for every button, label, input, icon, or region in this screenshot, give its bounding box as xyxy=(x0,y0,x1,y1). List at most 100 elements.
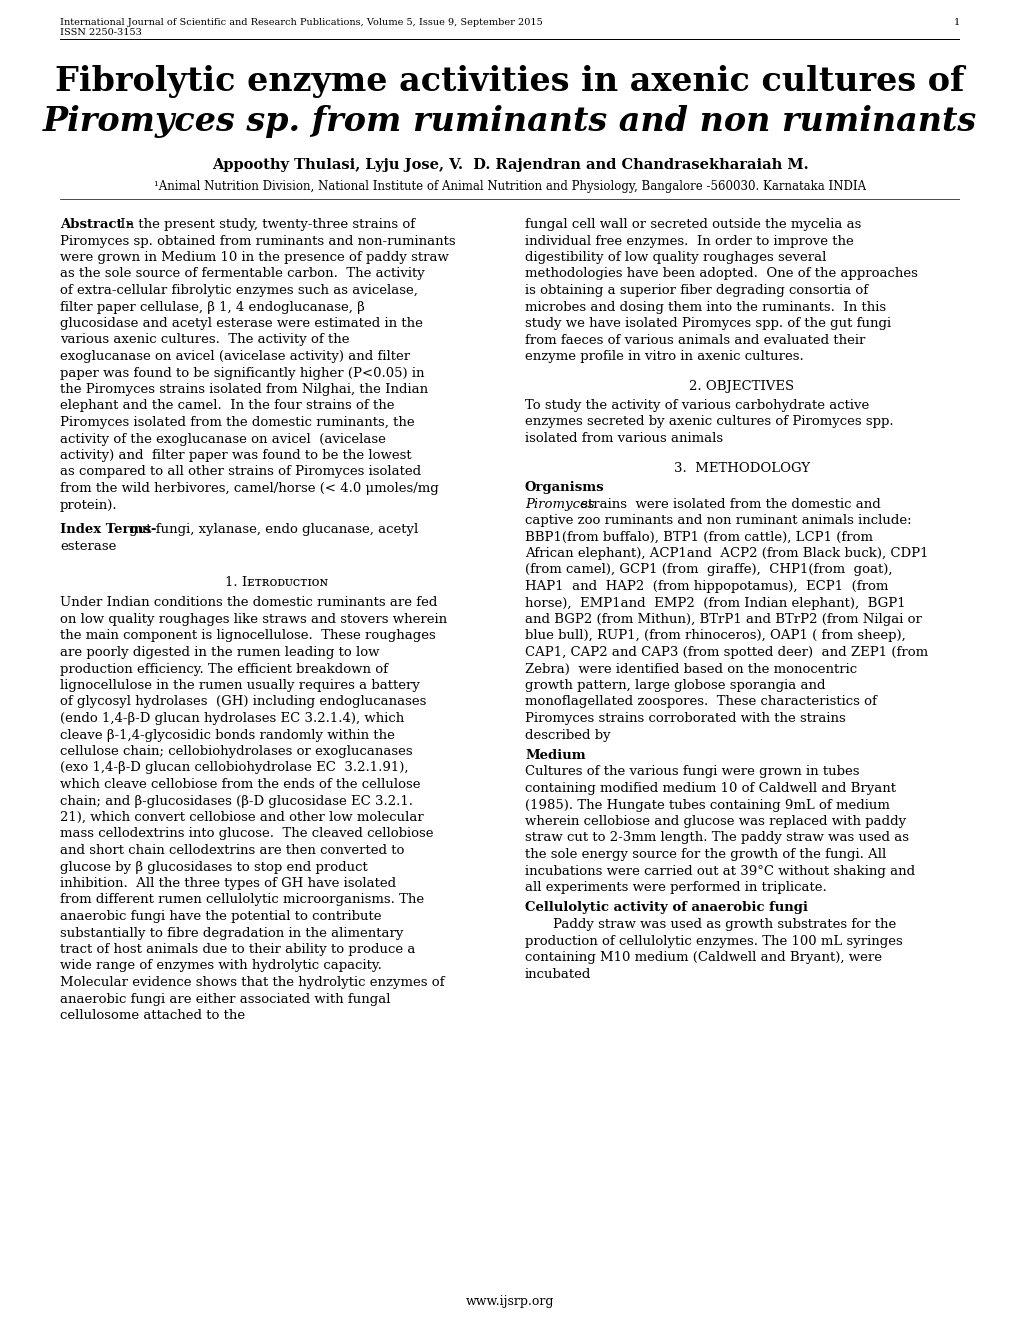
Text: were grown in Medium 10 in the presence of paddy straw: were grown in Medium 10 in the presence … xyxy=(60,251,448,264)
Text: Medium: Medium xyxy=(525,748,585,762)
Text: exoglucanase on avicel (avicelase activity) and filter: exoglucanase on avicel (avicelase activi… xyxy=(60,350,410,363)
Text: tract of host animals due to their ability to produce a: tract of host animals due to their abili… xyxy=(60,942,415,956)
Text: Paddy straw was used as growth substrates for the: Paddy straw was used as growth substrate… xyxy=(552,917,896,931)
Text: 1: 1 xyxy=(953,18,959,26)
Text: BBP1(from buffalo), BTP1 (from cattle), LCP1 (from: BBP1(from buffalo), BTP1 (from cattle), … xyxy=(525,531,872,544)
Text: blue bull), RUP1, (from rhinoceros), OAP1 ( from sheep),: blue bull), RUP1, (from rhinoceros), OAP… xyxy=(525,630,905,643)
Text: chain; and β-glucosidases (β-D glucosidase EC 3.2.1.: chain; and β-glucosidases (β-D glucosida… xyxy=(60,795,413,808)
Text: the sole energy source for the growth of the fungi. All: the sole energy source for the growth of… xyxy=(525,847,886,861)
Text: esterase: esterase xyxy=(60,540,116,553)
Text: enzymes secreted by axenic cultures of Piromyces spp.: enzymes secreted by axenic cultures of P… xyxy=(525,416,893,429)
Text: elephant and the camel.  In the four strains of the: elephant and the camel. In the four stra… xyxy=(60,400,394,412)
Text: as the sole source of fermentable carbon.  The activity: as the sole source of fermentable carbon… xyxy=(60,268,424,281)
Text: microbes and dosing them into the ruminants.  In this: microbes and dosing them into the rumina… xyxy=(525,301,886,314)
Text: Fibrolytic enzyme activities in axenic cultures of: Fibrolytic enzyme activities in axenic c… xyxy=(55,65,964,98)
Text: 21), which convert cellobiose and other low molecular: 21), which convert cellobiose and other … xyxy=(60,810,423,824)
Text: which cleave cellobiose from the ends of the cellulose: which cleave cellobiose from the ends of… xyxy=(60,777,420,791)
Text: mass cellodextrins into glucose.  The cleaved cellobiose: mass cellodextrins into glucose. The cle… xyxy=(60,828,433,841)
Text: activity) and  filter paper was found to be the lowest: activity) and filter paper was found to … xyxy=(60,449,412,462)
Text: from the wild herbivores, camel/horse (< 4.0 μmoles/mg: from the wild herbivores, camel/horse (<… xyxy=(60,482,438,495)
Text: incubated: incubated xyxy=(525,968,591,981)
Text: individual free enzymes.  In order to improve the: individual free enzymes. In order to imp… xyxy=(525,235,853,248)
Text: of extra-cellular fibrolytic enzymes such as avicelase,: of extra-cellular fibrolytic enzymes suc… xyxy=(60,284,418,297)
Text: monoflagellated zoospores.  These characteristics of: monoflagellated zoospores. These charact… xyxy=(525,696,876,709)
Text: International Journal of Scientific and Research Publications, Volume 5, Issue 9: International Journal of Scientific and … xyxy=(60,18,542,26)
Text: cellulosome attached to the: cellulosome attached to the xyxy=(60,1008,245,1022)
Text: In the present study, twenty-three strains of: In the present study, twenty-three strai… xyxy=(116,218,415,231)
Text: digestibility of low quality roughages several: digestibility of low quality roughages s… xyxy=(525,251,825,264)
Text: horse),  EMP1and  EMP2  (from Indian elephant),  BGP1: horse), EMP1and EMP2 (from Indian elepha… xyxy=(525,597,905,610)
Text: paper was found to be significantly higher (P<0.05) in: paper was found to be significantly high… xyxy=(60,367,424,380)
Text: Cellulolytic activity of anaerobic fungi: Cellulolytic activity of anaerobic fungi xyxy=(525,902,807,915)
Text: are poorly digested in the rumen leading to low: are poorly digested in the rumen leading… xyxy=(60,645,379,659)
Text: production efficiency. The efficient breakdown of: production efficiency. The efficient bre… xyxy=(60,663,387,676)
Text: (1985). The Hungate tubes containing 9mL of medium: (1985). The Hungate tubes containing 9mL… xyxy=(525,799,889,812)
Text: Piromyces sp. from ruminants and non ruminants: Piromyces sp. from ruminants and non rum… xyxy=(43,106,976,139)
Text: and short chain cellodextrins are then converted to: and short chain cellodextrins are then c… xyxy=(60,843,404,857)
Text: described by: described by xyxy=(525,729,610,742)
Text: on low quality roughages like straws and stovers wherein: on low quality roughages like straws and… xyxy=(60,612,446,626)
Text: Piromyces sp. obtained from ruminants and non-ruminants: Piromyces sp. obtained from ruminants an… xyxy=(60,235,455,248)
Text: ¹Animal Nutrition Division, National Institute of Animal Nutrition and Physiolog: ¹Animal Nutrition Division, National Ins… xyxy=(154,180,865,193)
Text: anaerobic fungi are either associated with fungal: anaerobic fungi are either associated wi… xyxy=(60,993,390,1006)
Text: ISSN 2250-3153: ISSN 2250-3153 xyxy=(60,28,142,37)
Text: production of cellulolytic enzymes. The 100 mL syringes: production of cellulolytic enzymes. The … xyxy=(525,935,902,948)
Text: and BGP2 (from Mithun), BTrP1 and BTrP2 (from Nilgai or: and BGP2 (from Mithun), BTrP1 and BTrP2 … xyxy=(525,612,921,626)
Text: Appoothy Thulasi, Lyju Jose, V.  D. Rajendran and Chandrasekharaiah M.: Appoothy Thulasi, Lyju Jose, V. D. Rajen… xyxy=(212,158,807,172)
Text: cellulose chain; cellobiohydrolases or exoglucanases: cellulose chain; cellobiohydrolases or e… xyxy=(60,744,413,758)
Text: anaerobic fungi have the potential to contribute: anaerobic fungi have the potential to co… xyxy=(60,909,381,923)
Text: Molecular evidence shows that the hydrolytic enzymes of: Molecular evidence shows that the hydrol… xyxy=(60,975,444,989)
Text: growth pattern, large globose sporangia and: growth pattern, large globose sporangia … xyxy=(525,678,824,692)
Text: CAP1, CAP2 and CAP3 (from spotted deer)  and ZEP1 (from: CAP1, CAP2 and CAP3 (from spotted deer) … xyxy=(525,645,927,659)
Text: fungal cell wall or secreted outside the mycelia as: fungal cell wall or secreted outside the… xyxy=(525,218,860,231)
Text: straw cut to 2-3mm length. The paddy straw was used as: straw cut to 2-3mm length. The paddy str… xyxy=(525,832,908,845)
Text: www.ijsrp.org: www.ijsrp.org xyxy=(466,1295,553,1308)
Text: Piromyces strains corroborated with the strains: Piromyces strains corroborated with the … xyxy=(525,711,845,725)
Text: glucose by β glucosidases to stop end product: glucose by β glucosidases to stop end pr… xyxy=(60,861,368,874)
Text: as compared to all other strains of Piromyces isolated: as compared to all other strains of Piro… xyxy=(60,466,421,479)
Text: (from camel), GCP1 (from  giraffe),  CHP1(from  goat),: (from camel), GCP1 (from giraffe), CHP1(… xyxy=(525,564,896,577)
Text: Organisms: Organisms xyxy=(525,480,604,494)
Text: lignocellulose in the rumen usually requires a battery: lignocellulose in the rumen usually requ… xyxy=(60,678,424,692)
Text: activity of the exoglucanase on avicel  (avicelase: activity of the exoglucanase on avicel (… xyxy=(60,433,385,446)
Text: containing modified medium 10 of Caldwell and Bryant: containing modified medium 10 of Caldwel… xyxy=(525,781,895,795)
Text: Abstract -: Abstract - xyxy=(60,218,132,231)
Text: the main component is lignocellulose.  These roughages: the main component is lignocellulose. Th… xyxy=(60,630,435,643)
Text: is obtaining a superior fiber degrading consortia of: is obtaining a superior fiber degrading … xyxy=(525,284,867,297)
Text: Cultures of the various fungi were grown in tubes: Cultures of the various fungi were grown… xyxy=(525,766,859,779)
Text: from different rumen cellulolytic microorganisms. The: from different rumen cellulolytic microo… xyxy=(60,894,424,907)
Text: African elephant), ACP1and  ACP2 (from Black buck), CDP1: African elephant), ACP1and ACP2 (from Bl… xyxy=(525,546,927,560)
Text: all experiments were performed in triplicate.: all experiments were performed in tripli… xyxy=(525,880,826,894)
Text: enzyme profile in vitro in axenic cultures.: enzyme profile in vitro in axenic cultur… xyxy=(525,350,803,363)
Text: incubations were carried out at 39°C without shaking and: incubations were carried out at 39°C wit… xyxy=(525,865,914,878)
Text: wide range of enzymes with hydrolytic capacity.: wide range of enzymes with hydrolytic ca… xyxy=(60,960,381,973)
Text: 3.  METHODOLOGY: 3. METHODOLOGY xyxy=(674,462,809,475)
Text: Under Indian conditions the domestic ruminants are fed: Under Indian conditions the domestic rum… xyxy=(60,597,437,610)
Text: To study the activity of various carbohydrate active: To study the activity of various carbohy… xyxy=(525,399,868,412)
Text: substantially to fibre degradation in the alimentary: substantially to fibre degradation in th… xyxy=(60,927,403,940)
Text: protein).: protein). xyxy=(60,499,117,511)
Text: inhibition.  All the three types of GH have isolated: inhibition. All the three types of GH ha… xyxy=(60,876,395,890)
Text: containing M10 medium (Caldwell and Bryant), were: containing M10 medium (Caldwell and Brya… xyxy=(525,950,881,964)
Text: Index Terms-: Index Terms- xyxy=(60,523,156,536)
Text: Zebra)  were identified based on the monocentric: Zebra) were identified based on the mono… xyxy=(525,663,865,676)
Text: the Piromyces strains isolated from Nilghai, the Indian: the Piromyces strains isolated from Nilg… xyxy=(60,383,428,396)
Text: cleave β-1,4-glycosidic bonds randomly within the: cleave β-1,4-glycosidic bonds randomly w… xyxy=(60,729,394,742)
Text: methodologies have been adopted.  One of the approaches: methodologies have been adopted. One of … xyxy=(525,268,917,281)
Text: (endo 1,4-β-D glucan hydrolases EC 3.2.1.4), which: (endo 1,4-β-D glucan hydrolases EC 3.2.1… xyxy=(60,711,404,725)
Text: captive zoo ruminants and non ruminant animals include:: captive zoo ruminants and non ruminant a… xyxy=(525,513,911,527)
Text: gut fungi, xylanase, endo glucanase, acetyl: gut fungi, xylanase, endo glucanase, ace… xyxy=(125,523,418,536)
Text: glucosidase and acetyl esterase were estimated in the: glucosidase and acetyl esterase were est… xyxy=(60,317,423,330)
Text: of glycosyl hydrolases  (GH) including endoglucanases: of glycosyl hydrolases (GH) including en… xyxy=(60,696,426,709)
Text: (exo 1,4-β-D glucan cellobiohydrolase EC  3.2.1.91),: (exo 1,4-β-D glucan cellobiohydrolase EC… xyxy=(60,762,408,775)
Text: isolated from various animals: isolated from various animals xyxy=(525,432,722,445)
Text: study we have isolated Piromyces spp. of the gut fungi: study we have isolated Piromyces spp. of… xyxy=(525,317,891,330)
Text: 1. Iᴇᴛʀᴏᴅᴜᴄᴛɪᴏɴ: 1. Iᴇᴛʀᴏᴅᴜᴄᴛɪᴏɴ xyxy=(225,576,328,589)
Text: 2. OBJECTIVES: 2. OBJECTIVES xyxy=(689,380,794,393)
Text: various axenic cultures.  The activity of the: various axenic cultures. The activity of… xyxy=(60,334,350,346)
Text: filter paper cellulase, β 1, 4 endoglucanase, β: filter paper cellulase, β 1, 4 endogluca… xyxy=(60,301,365,314)
Text: strains  were isolated from the domestic and: strains were isolated from the domestic … xyxy=(577,498,879,511)
Text: wherein cellobiose and glucose was replaced with paddy: wherein cellobiose and glucose was repla… xyxy=(525,814,905,828)
Text: HAP1  and  HAP2  (from hippopotamus),  ECP1  (from: HAP1 and HAP2 (from hippopotamus), ECP1 … xyxy=(525,579,892,593)
Text: Piromyces isolated from the domestic ruminants, the: Piromyces isolated from the domestic rum… xyxy=(60,416,414,429)
